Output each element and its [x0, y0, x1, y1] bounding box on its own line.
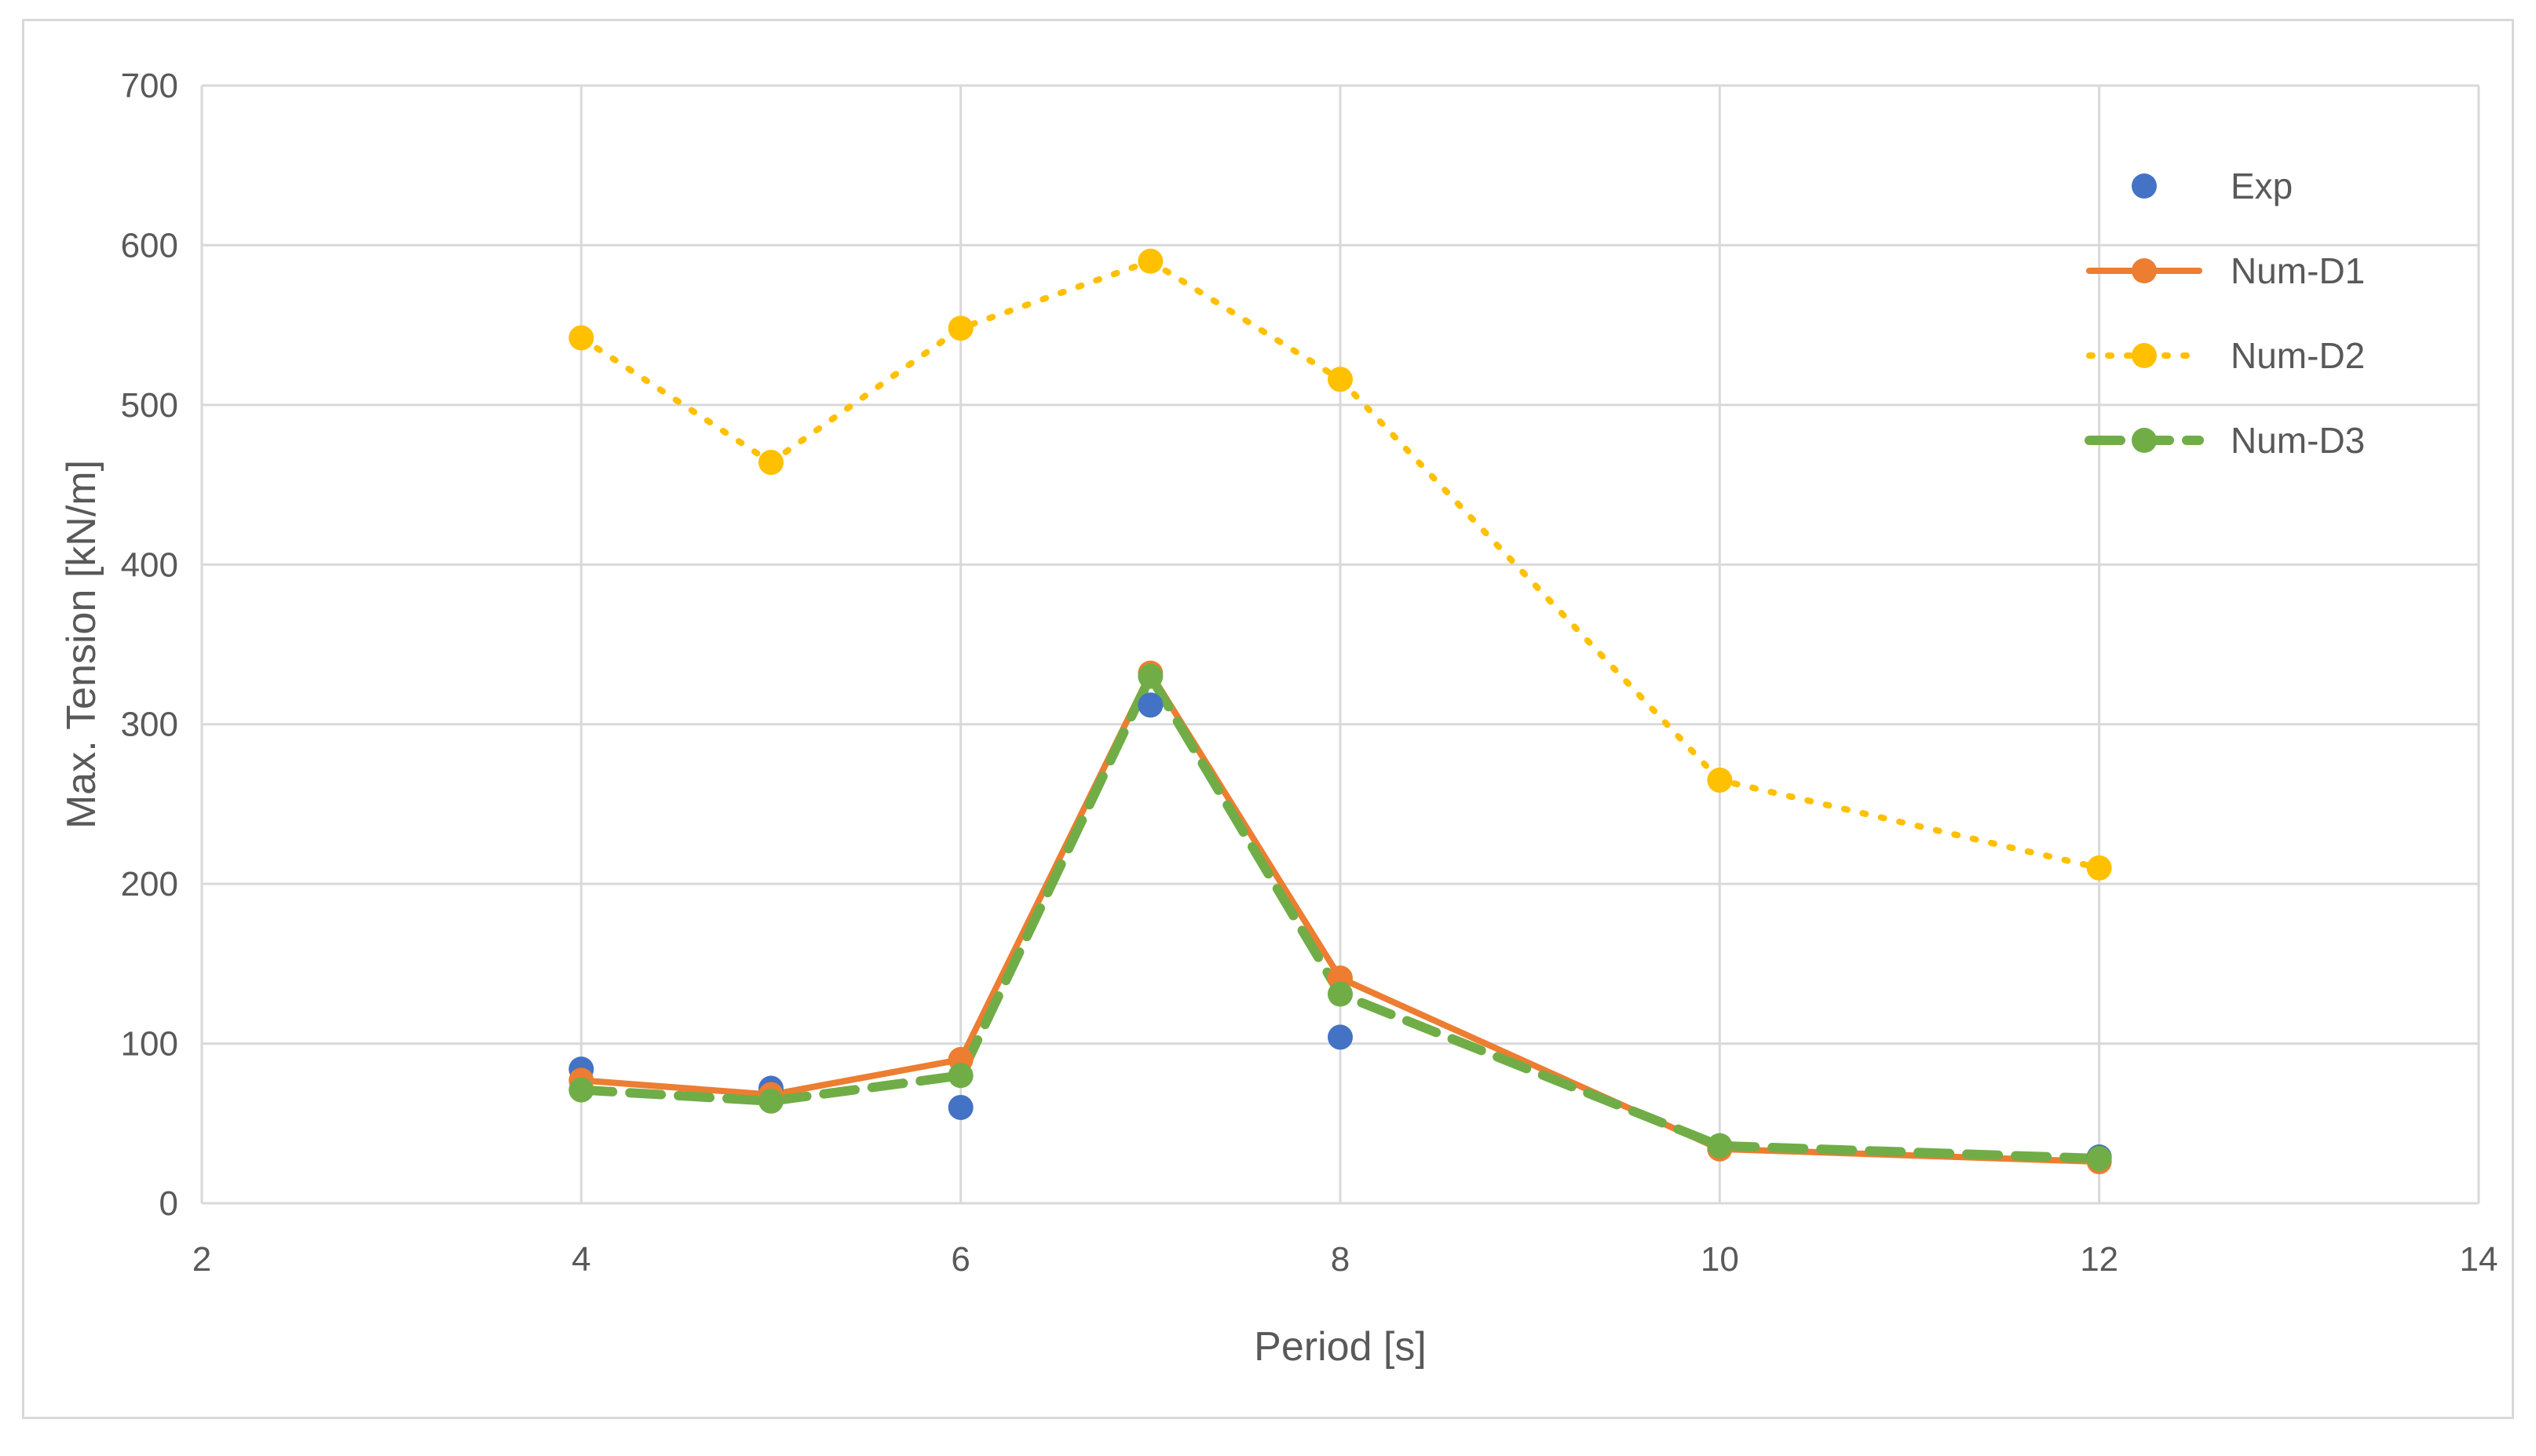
x-tick-label: 12 [2080, 1240, 2118, 1279]
data-point-num-d3 [1328, 981, 1353, 1007]
series-layer [568, 248, 2112, 1175]
chart-frame: 0 100 200 300 400 500 600 700 2 4 6 8 10 12 14 Exp Num-… [22, 19, 2514, 1419]
chart-svg: 0 100 200 300 400 500 600 700 2 4 6 8 10 12 14 Exp Num-… [59, 67, 2498, 1370]
data-point-num-d2 [2086, 855, 2112, 881]
y-tick-label: 300 [121, 706, 178, 744]
y-tick-label: 600 [121, 226, 178, 265]
axis-layer: 0 100 200 300 400 500 600 700 2 4 6 8 10 12 14 [121, 67, 2498, 1279]
y-tick-label: 200 [121, 865, 178, 903]
data-point-num-d2 [758, 450, 784, 476]
x-tick-label: 4 [572, 1240, 590, 1279]
data-point-exp [948, 1094, 974, 1120]
grid-layer [200, 84, 2480, 1205]
legend-marker [2132, 428, 2157, 453]
y-axis-title: Max. Tension [kN/m] [59, 460, 104, 829]
x-tick-label: 14 [2460, 1240, 2498, 1279]
legend-marker [2132, 258, 2157, 283]
legend-item-exp: Exp [2132, 166, 2293, 206]
data-point-num-d2 [948, 316, 974, 341]
legend: Exp Num-D1 Num-D2 Num-D3 [2085, 166, 2365, 461]
data-point-num-d3 [568, 1077, 594, 1103]
x-tick-label: 6 [951, 1240, 970, 1279]
x-axis-title: Period [s] [1254, 1324, 1427, 1370]
legend-marker [2132, 173, 2157, 199]
y-tick-label: 400 [121, 546, 178, 584]
legend-marker [2132, 343, 2157, 368]
x-tick-label: 8 [1331, 1240, 1350, 1279]
legend-item-num-d3: Num-D3 [2085, 420, 2365, 461]
legend-item-num-d2: Num-D2 [2086, 335, 2365, 376]
y-tick-label: 500 [121, 386, 178, 425]
x-tick-label: 10 [1701, 1240, 1739, 1279]
data-point-num-d3 [2086, 1146, 2112, 1172]
data-point-num-d3 [948, 1063, 974, 1089]
data-point-num-d2 [1328, 367, 1353, 392]
legend-label: Exp [2231, 166, 2293, 206]
data-point-num-d2 [1707, 767, 1733, 793]
legend-label: Num-D1 [2231, 250, 2365, 291]
y-tick-label: 700 [121, 67, 178, 105]
data-point-num-d3 [1707, 1133, 1733, 1159]
data-point-num-d2 [1138, 248, 1164, 274]
data-point-num-d2 [568, 325, 594, 351]
data-point-num-d3 [758, 1088, 784, 1114]
legend-label: Num-D2 [2231, 335, 2365, 376]
legend-item-num-d1: Num-D1 [2086, 250, 2365, 291]
x-tick-label: 2 [192, 1240, 211, 1279]
data-point-num-d3 [1138, 663, 1164, 689]
y-tick-label: 100 [121, 1025, 178, 1064]
y-tick-label: 0 [159, 1184, 178, 1223]
data-point-exp [1138, 692, 1164, 718]
data-point-exp [1328, 1024, 1353, 1050]
legend-label: Num-D3 [2231, 420, 2365, 461]
